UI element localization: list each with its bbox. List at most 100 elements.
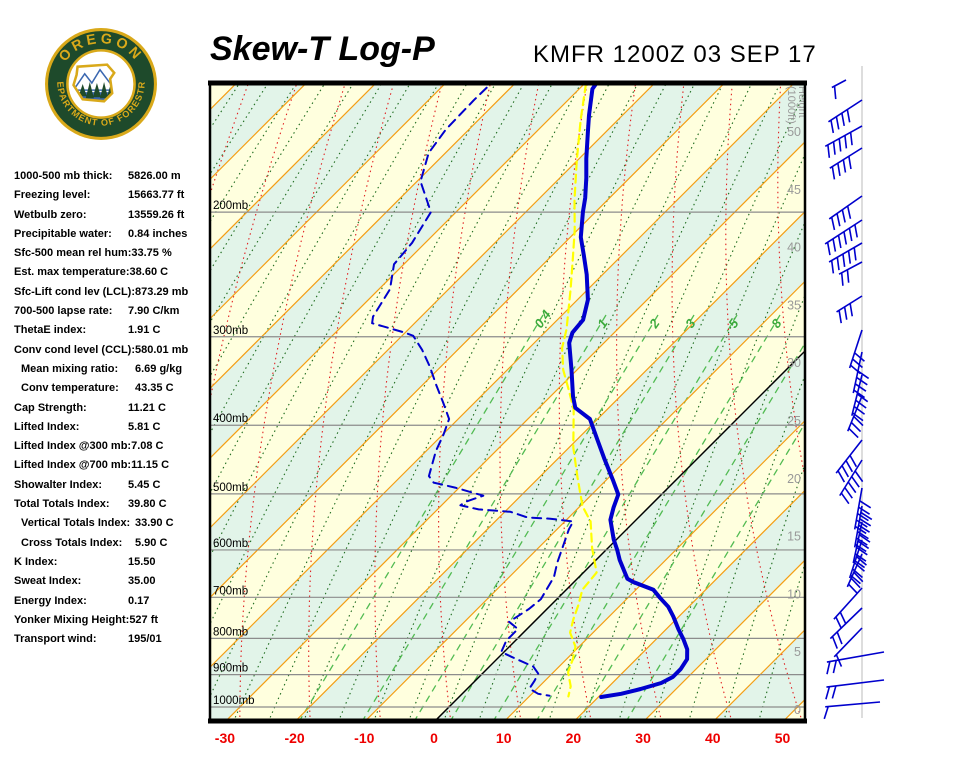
stat-row: Total Totals Index: 39.80 C xyxy=(0,495,208,514)
stat-value: 873.29 mb xyxy=(135,285,189,298)
isotherm xyxy=(0,82,168,722)
page-title: Skew-T Log-P xyxy=(210,30,435,68)
stat-row: Yonker Mixing Height: 527 ft xyxy=(0,611,208,630)
logo-forest-scene xyxy=(73,64,115,102)
wind-barb xyxy=(847,395,864,439)
isotherm xyxy=(211,84,446,319)
stat-label: Conv cond level (CCL): xyxy=(14,343,136,356)
stat-value: 15663.77 ft xyxy=(128,189,185,202)
wind-barb xyxy=(833,587,863,630)
stat-value: 38.60 C xyxy=(129,266,169,279)
dewpoint-curve xyxy=(371,84,575,697)
wind-barb xyxy=(831,79,847,100)
stat-row: Mean mixing ratio: 6.69 g/kg xyxy=(0,360,208,379)
temp-axis-label: 0 xyxy=(430,730,438,746)
stat-label: Sfc-Lift cond lev (LCL): xyxy=(14,285,135,298)
isotherm xyxy=(211,84,725,598)
stat-value: 35.00 xyxy=(128,575,156,588)
stat-label: Precipitable water: xyxy=(14,227,112,240)
temp-axis-label: -30 xyxy=(215,730,235,746)
height-tick-label: 20 xyxy=(787,472,801,486)
isotherm xyxy=(574,490,804,720)
wind-barb xyxy=(823,701,881,720)
wind-barbs xyxy=(823,66,885,720)
logo-oregon-outline xyxy=(72,63,116,103)
stat-label: Cross Totals Index: xyxy=(21,536,123,549)
stat-value: 5.90 C xyxy=(135,536,168,549)
stat-row: ThetaE index: 1.91 C xyxy=(0,321,208,340)
stat-label: Sweat Index: xyxy=(14,575,82,588)
stat-row: Lifted Index @300 mb: 7.08 C xyxy=(0,437,208,456)
stat-label: Mean mixing ratio: xyxy=(21,362,119,375)
stat-value: 39.80 C xyxy=(128,498,167,511)
stat-value: 33.75 % xyxy=(131,247,172,260)
wind-barb xyxy=(839,459,864,505)
stat-value: 5.45 C xyxy=(128,478,161,491)
temp-axis-label: -20 xyxy=(284,730,304,746)
stat-value: 195/01 xyxy=(128,633,162,646)
pressure-label: 500mb xyxy=(213,482,248,494)
stat-value: 0.17 xyxy=(128,594,150,607)
stat-value: 11.21 C xyxy=(128,401,166,414)
stat-value: 5.81 C xyxy=(128,420,161,433)
height-tick-label: 50 xyxy=(787,125,801,139)
stat-label: Lifted Index: xyxy=(14,420,80,433)
height-tick-label: 0 xyxy=(794,703,801,717)
stat-label: Sfc-500 mean rel hum: xyxy=(14,247,132,260)
stat-value: 43.35 C xyxy=(135,382,174,395)
height-tick-label: 5 xyxy=(794,645,801,659)
stat-value: 1.91 C xyxy=(128,324,161,337)
stat-label: Lifted Index @300 mb: xyxy=(14,440,132,453)
stat-row: Conv temperature: 43.35 C xyxy=(0,379,208,398)
stat-label: Conv temperature: xyxy=(21,382,119,395)
temp-axis-label: 50 xyxy=(775,730,791,746)
stat-value: 7.90 C/km xyxy=(128,305,180,318)
height-tick-label: 30 xyxy=(787,356,801,370)
stat-row: Sfc-500 mean rel hum: 33.75 % xyxy=(0,244,208,263)
isotherm xyxy=(211,84,516,389)
isotherm xyxy=(211,84,795,668)
wind-barb xyxy=(825,679,885,700)
stat-row: Showalter Index: 5.45 C xyxy=(0,476,208,495)
isotherm xyxy=(211,84,237,110)
stat-label: ThetaE index: xyxy=(14,324,87,337)
pressure-label: 200mb xyxy=(213,200,248,212)
pressure-gridlines: 200mb 300mb 400mb 500mb 600mb 700mb 800mb 900mb… xyxy=(211,200,804,708)
temp-axis-label: 10 xyxy=(496,730,512,746)
wind-barb xyxy=(846,553,864,595)
wind-barb xyxy=(828,99,863,134)
height-tick-label: 40 xyxy=(787,241,801,255)
stat-row: Cap Strength: 11.21 C xyxy=(0,399,208,418)
height-tick-label: 35 xyxy=(787,298,801,312)
stat-row: 1000-500 mb thick: 5826.00 m xyxy=(0,167,208,186)
stat-row: Wetbulb zero: 13559.26 ft xyxy=(0,206,208,225)
temp-axis-labels: -30 -20 -10 0 10 20 30 40 50 xyxy=(215,730,791,746)
height-tick-label: 45 xyxy=(787,183,801,197)
stat-label: 1000-500 mb thick: xyxy=(14,170,113,182)
stat-row: 700-500 lapse rate: 7.90 C/km xyxy=(0,302,208,321)
pressure-label: 700mb xyxy=(213,585,248,597)
stat-label: Showalter Index: xyxy=(14,478,103,491)
wind-barb xyxy=(835,439,863,483)
pressure-label: 1000mb xyxy=(213,695,255,707)
stat-value: 13559.26 ft xyxy=(128,208,185,221)
stat-row: Conv cond level (CCL): 580.01 mb xyxy=(0,341,208,360)
zero-isotherm xyxy=(434,350,804,720)
isotherm xyxy=(644,560,804,720)
stat-label: K Index: xyxy=(14,555,58,568)
stat-label: Lifted Index @700 mb: xyxy=(14,459,132,472)
stat-row: Cross Totals Index: 5.90 C xyxy=(0,534,208,553)
temp-axis-label: 30 xyxy=(635,730,651,746)
stat-value: 580.01 mb xyxy=(135,343,189,356)
isotherm xyxy=(295,211,804,720)
stat-row: Energy Index: 0.17 xyxy=(0,592,208,611)
stat-row: Est. max temperature: 38.60 C xyxy=(0,263,208,282)
height-axis-title-line1: Height xyxy=(796,86,808,118)
pressure-label: 900mb xyxy=(213,663,248,675)
stat-row: Lifted Index @700 mb: 11.15 C xyxy=(0,456,208,475)
stat-value: 5826.00 m xyxy=(128,170,181,182)
stat-row: Freezing level: 15663.77 ft xyxy=(0,186,208,205)
plot-area: 200mb 300mb 400mb 500mb 600mb 700mb 800mb 900mb… xyxy=(0,82,808,722)
stat-value: 527 ft xyxy=(129,613,159,626)
